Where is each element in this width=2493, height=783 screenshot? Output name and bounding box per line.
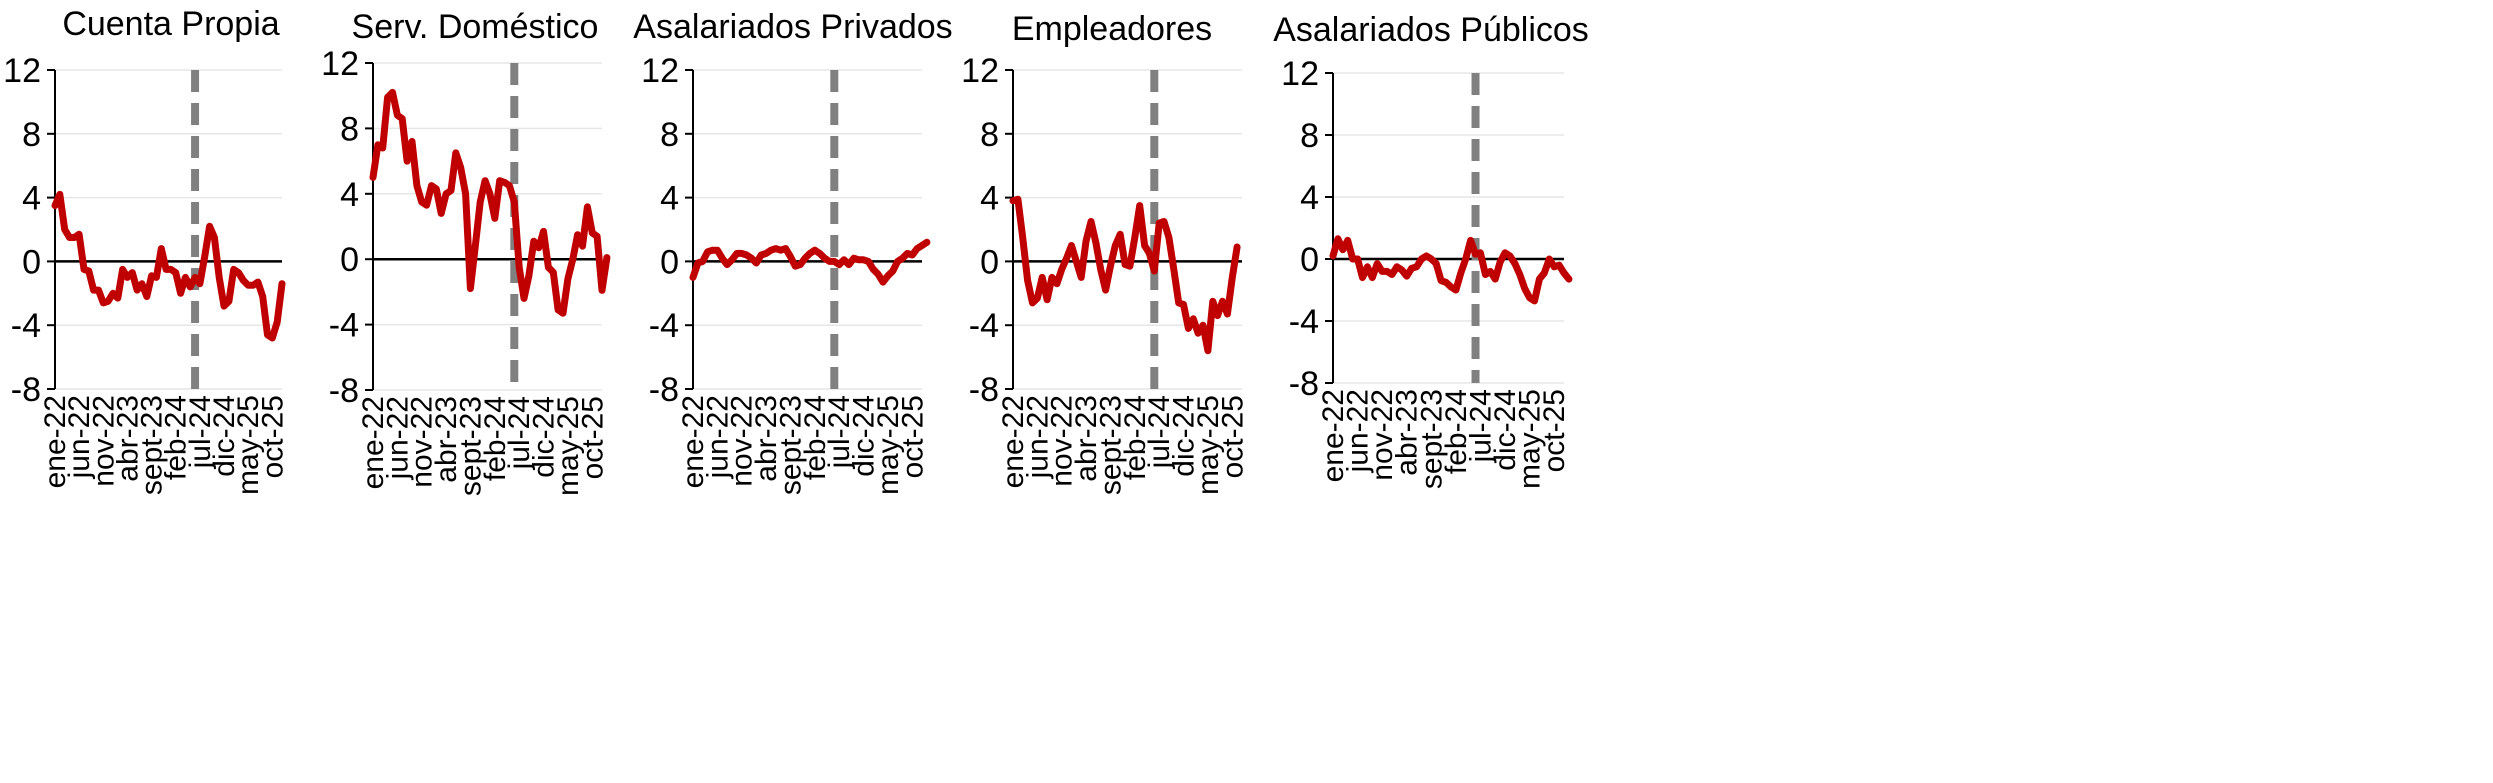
chart-title: Serv. Doméstico: [352, 8, 599, 46]
y-tick-label: 8: [340, 110, 359, 148]
y-tick-label: -8: [969, 371, 999, 409]
chart-title: Asalariados Públicos: [1273, 11, 1589, 49]
chart-panel-4: Empleadores 12 8 4 0 -4 -8ene-22jun-22nov-22ab…: [961, 10, 1249, 495]
y-tick-label: 8: [1300, 117, 1319, 155]
x-tick-label: sept-23: [454, 396, 487, 496]
x-tick-label: ene-22: [997, 395, 1030, 488]
series-line: [369, 88, 611, 317]
x-tick-label: abr-23: [1070, 395, 1103, 482]
chart-panel-1: Cuenta Propia 12 8 4 0 -4 -8ene-22jun-22nov-22…: [3, 5, 289, 495]
x-tick-label: abr-23: [750, 395, 783, 482]
y-tick-label: 0: [1300, 241, 1319, 279]
y-tick-label: -4: [329, 307, 359, 345]
y-tick-label: -8: [649, 371, 679, 409]
x-tick-label: nov-22: [406, 396, 439, 488]
x-tick-label: sept-23: [1094, 395, 1127, 495]
series-line: [1329, 235, 1573, 305]
x-tick-label: jun-22: [381, 396, 414, 480]
y-tick-label: 12: [1281, 55, 1319, 93]
y-tick-label: 4: [22, 180, 41, 218]
chart-panel-3: Asalariados Privados 12 8 4 0 -4 -8ene-22jun-2…: [633, 8, 952, 495]
x-tick-label: sept-23: [774, 395, 807, 495]
x-tick-label: nov-22: [87, 395, 120, 487]
x-tick-label: dic-24: [208, 395, 241, 477]
x-tick-label: abr-23: [430, 396, 463, 483]
y-tick-label: 4: [980, 180, 999, 218]
series-line: [689, 238, 931, 286]
x-tick-label: dic-24: [848, 395, 881, 477]
x-tick-label: ene-22: [1317, 389, 1350, 482]
y-tick-label: 12: [3, 52, 41, 90]
x-tick-label: may-25: [872, 395, 905, 495]
x-tick-label: nov-22: [726, 395, 759, 487]
y-tick-label: 12: [961, 52, 999, 90]
x-tick-label: jul-24: [184, 395, 217, 469]
x-tick-label: sept-23: [1415, 389, 1448, 489]
x-tick-label: abr-23: [111, 395, 144, 482]
y-tick-label: 12: [321, 45, 359, 83]
chart-title: Cuenta Propia: [62, 5, 279, 43]
y-tick-label: 12: [641, 52, 679, 90]
x-tick-label: dic-24: [1489, 389, 1522, 471]
x-tick-label: abr-23: [1391, 389, 1424, 476]
x-tick-label: jul-24: [823, 395, 856, 469]
y-tick-label: 0: [980, 243, 999, 281]
x-tick-label: jun-22: [701, 395, 734, 479]
x-tick-label: dic-24: [528, 396, 561, 478]
y-tick-label: 0: [340, 241, 359, 279]
y-tick-label: -4: [11, 307, 41, 345]
y-tick-label: -8: [11, 371, 41, 409]
x-tick-label: feb-24: [799, 395, 832, 480]
x-tick-label: feb-24: [479, 396, 512, 481]
y-tick-label: 8: [980, 116, 999, 154]
x-tick-label: jun-22: [1021, 395, 1054, 479]
x-tick-label: oct-25: [1216, 395, 1249, 478]
x-tick-label: jun-22: [63, 395, 96, 479]
y-tick-label: 8: [660, 116, 679, 154]
x-tick-label: oct-25: [896, 395, 929, 478]
x-tick-label: jun-22: [1342, 389, 1375, 473]
y-tick-label: -4: [1289, 303, 1319, 341]
x-tick-label: sept-23: [136, 395, 169, 495]
x-tick-label: may-25: [552, 396, 585, 496]
y-tick-label: 4: [660, 180, 679, 218]
chart-title: Empleadores: [1012, 10, 1212, 48]
x-tick-label: nov-22: [1046, 395, 1079, 487]
y-tick-label: 8: [22, 116, 41, 154]
x-tick-label: jul-24: [1464, 389, 1497, 463]
chart-title: Asalariados Privados: [633, 8, 952, 46]
y-tick-label: -4: [969, 307, 999, 345]
x-tick-label: may-25: [1192, 395, 1225, 495]
y-tick-label: 0: [660, 243, 679, 281]
x-tick-label: oct-25: [256, 395, 289, 478]
x-tick-label: ene-22: [357, 396, 390, 489]
y-tick-label: 4: [340, 176, 359, 214]
x-tick-label: dic-24: [1168, 395, 1201, 477]
x-tick-label: nov-22: [1366, 389, 1399, 481]
x-tick-label: feb-24: [1119, 395, 1152, 480]
x-tick-label: oct-25: [1538, 389, 1571, 472]
x-tick-label: oct-25: [576, 396, 609, 479]
y-tick-label: -8: [1289, 365, 1319, 403]
y-tick-label: 4: [1300, 179, 1319, 217]
x-tick-label: jul-24: [1143, 395, 1176, 469]
y-tick-label: -4: [649, 307, 679, 345]
y-tick-label: -8: [329, 372, 359, 410]
x-tick-label: may-25: [1514, 389, 1547, 489]
x-tick-label: feb-24: [1440, 389, 1473, 474]
x-tick-label: may-25: [232, 395, 265, 495]
x-tick-label: ene-22: [677, 395, 710, 488]
series-line: [1009, 195, 1241, 355]
x-tick-label: jul-24: [503, 396, 536, 470]
y-tick-label: 0: [22, 243, 41, 281]
x-tick-label: feb-24: [160, 395, 193, 480]
x-tick-label: ene-22: [39, 395, 72, 488]
series-line: [51, 190, 286, 342]
chart-panel-5: Asalariados Públicos 12 8 4 0 -4 -8ene-22jun-2…: [1273, 11, 1589, 489]
